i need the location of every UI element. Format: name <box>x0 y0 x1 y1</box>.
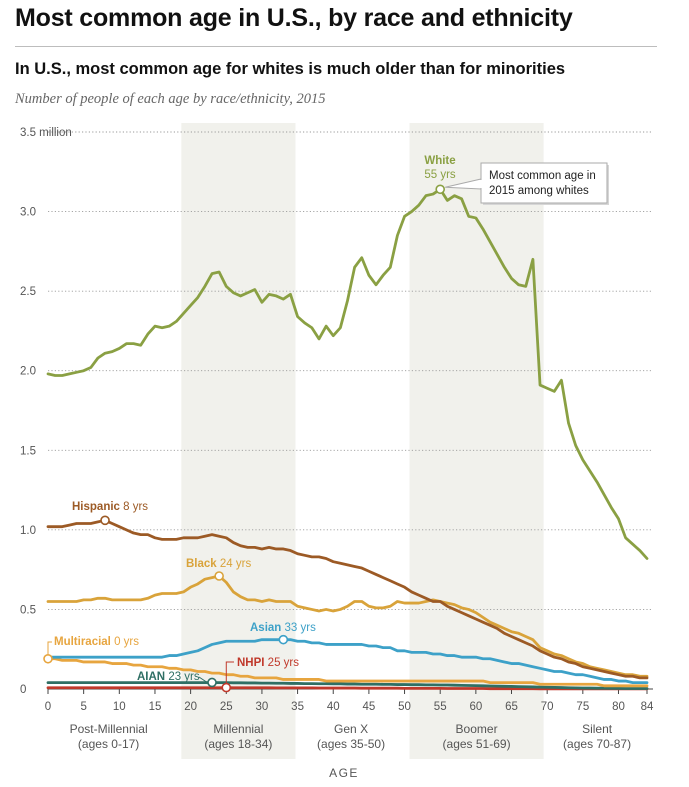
generation-ages: (ages 35-50) <box>317 737 385 751</box>
x-tick-label: 65 <box>505 701 518 713</box>
generation-ages: (ages 70-87) <box>563 737 631 751</box>
series-line-aian <box>46 681 649 690</box>
x-tick-label: 40 <box>327 701 340 713</box>
x-tick-label: 20 <box>184 701 197 713</box>
leader-nhpi <box>225 661 234 684</box>
x-tick-label: 84 <box>641 701 654 713</box>
x-axis: 0 5 10 15 20 25 30 35 40 45 50 55 60 65 70 75 80 84 <box>45 689 654 713</box>
x-tick-label: 50 <box>398 701 411 713</box>
generation-ages: (ages 0-17) <box>78 737 139 751</box>
series-label-hispanic: Hispanic 8 yrs <box>72 501 148 513</box>
y-tick-label: 0 <box>20 684 26 696</box>
peak-marker-asian <box>278 634 289 645</box>
series-label-black: Black 24 yrs <box>186 558 251 570</box>
x-axis-title: AGE <box>329 766 359 780</box>
x-tick-label: 10 <box>113 701 126 713</box>
x-tick-label: 15 <box>149 701 162 713</box>
x-tick-label: 70 <box>541 701 554 713</box>
chart-title: Most common age in U.S., by race and eth… <box>15 4 573 32</box>
y-axis-labels: 0 0.5 1.0 1.5 2.0 2.5 3.0 3.5 million <box>20 127 72 696</box>
leader-aian <box>198 676 209 684</box>
x-tick-label: 45 <box>362 701 375 713</box>
generation-name: Boomer <box>456 722 498 736</box>
y-tick-label: 3.0 <box>20 207 36 219</box>
shade-band-millennial <box>181 123 296 759</box>
series-label-multiracial: Multiracial 0 yrs <box>54 636 139 648</box>
series-label-white: White <box>424 155 455 167</box>
callout-text-line1: Most common age in <box>489 170 596 182</box>
x-tick-label: 25 <box>220 701 233 713</box>
x-tick-label: 30 <box>256 701 269 713</box>
callout-text-line2: 2015 among whites <box>489 185 589 197</box>
generation-shading <box>181 123 544 759</box>
y-tick-label: 1.5 <box>20 445 36 457</box>
title-divider <box>15 46 657 47</box>
series-lines <box>46 187 649 691</box>
series-line-multiracial <box>46 657 649 688</box>
y-tick-label: 1.0 <box>20 525 36 537</box>
series-line-hispanic <box>46 518 649 680</box>
generation-name: Gen X <box>334 722 368 736</box>
generation-name: Post-Millennial <box>70 722 148 736</box>
peak-marker-black <box>214 571 224 581</box>
x-tick-label: 60 <box>469 701 482 713</box>
generation-name: Millennial <box>213 722 263 736</box>
peak-marker-aian <box>207 677 217 688</box>
chart-description: Number of people of each age by race/eth… <box>15 91 326 107</box>
generation-ages: (ages 18-34) <box>204 737 272 751</box>
peak-marker-white <box>435 184 446 195</box>
series-line-white <box>46 187 649 560</box>
leader-multiracial <box>47 641 52 655</box>
series-label-nhpi: NHPI 25 yrs <box>237 657 299 669</box>
generation-name: Silent <box>582 722 613 736</box>
series-peak-white: 55 yrs <box>424 169 456 181</box>
series-line-black <box>46 574 649 678</box>
x-tick-label: 80 <box>612 701 625 713</box>
series-labels: White 55 yrs Hispanic 8 yrs Black 24 yrs Asi… <box>47 155 456 684</box>
annotation-callout: Most common age in 2015 among whites <box>445 162 609 205</box>
peak-marker-multiracial <box>43 653 53 664</box>
x-tick-label: 5 <box>80 701 86 713</box>
x-tick-label: 35 <box>291 701 304 713</box>
series-label-asian: Asian 33 yrs <box>250 622 316 634</box>
series-label-aian: AIAN 23 yrs <box>137 671 200 683</box>
x-tick-label: 0 <box>45 701 51 713</box>
generation-labels: Post-Millennial(ages 0-17)Millennial(age… <box>70 722 632 751</box>
generation-ages: (ages 51-69) <box>443 737 511 751</box>
x-tick-label: 75 <box>576 701 589 713</box>
series-line-asian <box>46 638 649 685</box>
x-tick-label: 55 <box>434 701 447 713</box>
y-tick-label: 3.5 million <box>20 127 72 139</box>
y-tick-label: 2.5 <box>20 286 36 298</box>
callout-box <box>480 162 608 204</box>
peak-marker-hispanic <box>100 515 110 526</box>
y-tick-label: 0.5 <box>20 604 36 616</box>
chart-subtitle: In U.S., most common age for whites is m… <box>15 60 566 78</box>
peak-markers <box>43 184 446 693</box>
peak-marker-nhpi <box>221 682 232 693</box>
series-line-nhpi <box>46 686 649 691</box>
y-tick-label: 2.0 <box>20 366 36 378</box>
